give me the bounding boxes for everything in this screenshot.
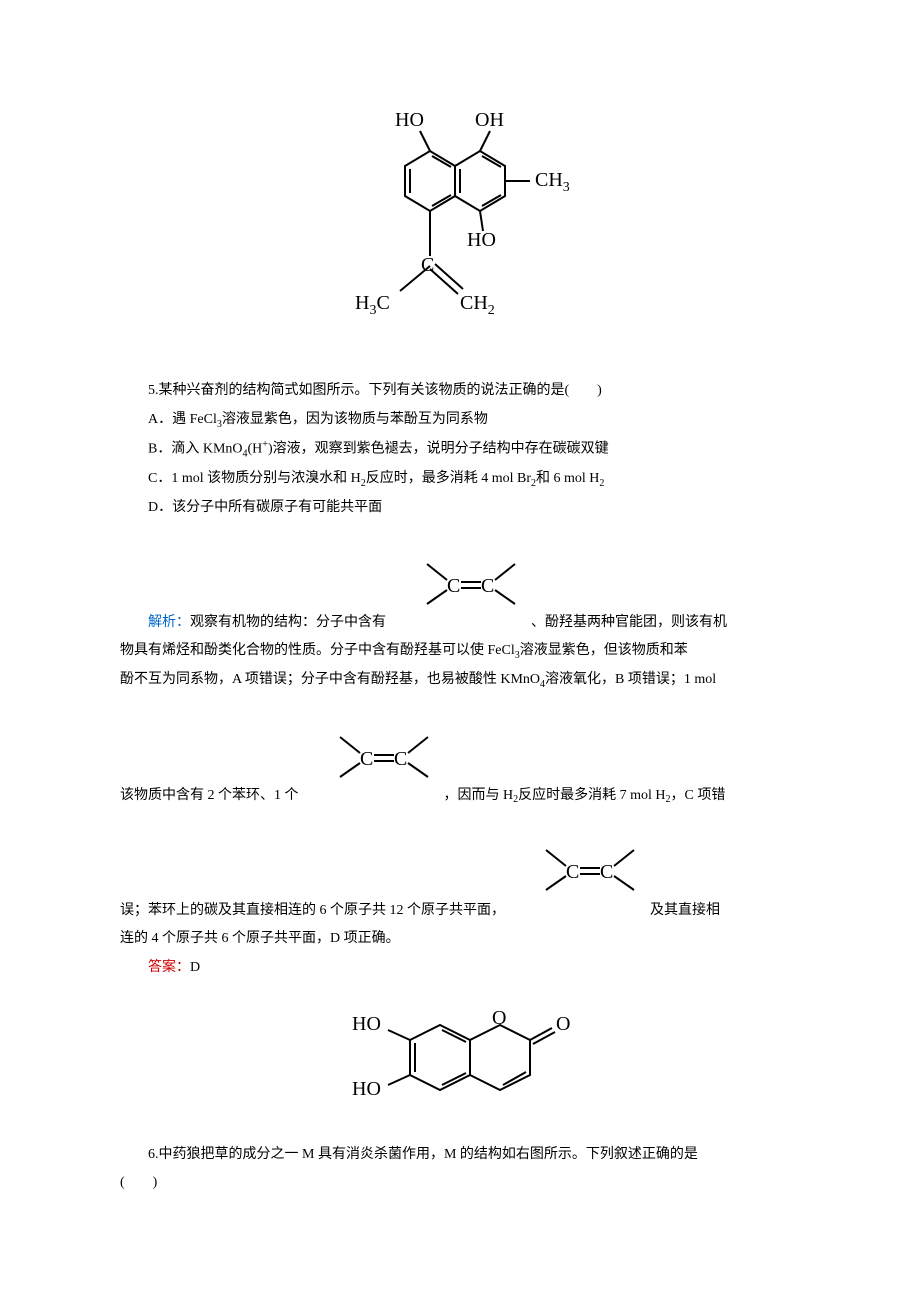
q6-stem: 6.中药狼把草的成分之一 M 具有消炎杀菌作用，M 的结构如右图所示。下列叙述正… bbox=[120, 1142, 800, 1169]
q5-option-b: B．滴入 KMnO4(H+)溶液，观察到紫色褪去，说明分子结构中存在碳碳双键 bbox=[120, 435, 800, 463]
cc-double-bond-icon: C C bbox=[301, 702, 442, 815]
svg-text:C: C bbox=[600, 861, 613, 883]
svg-text:C: C bbox=[566, 861, 579, 883]
label-oh: OH bbox=[475, 109, 504, 131]
q5-option-a: A．遇 FeCl3溶液显紫色，因为该物质与苯酚互为同系物 bbox=[120, 407, 800, 434]
q5-analysis-line4: 该物质中含有 2 个苯环、1 个 C C ，因而与 H2反应时最多消耗 7 mo… bbox=[120, 696, 800, 809]
svg-text:C: C bbox=[447, 575, 460, 597]
q5-analysis-line6: 连的 4 个原子共 6 个原子共平面，D 项正确。 bbox=[120, 926, 800, 953]
q5-analysis-line5: 误；苯环上的碳及其直接相连的 6 个原子共 12 个原子共平面， C C 及其直… bbox=[120, 811, 800, 924]
svg-text:C: C bbox=[360, 748, 373, 770]
label-o-ring: O bbox=[492, 1007, 506, 1029]
q5-analysis-line2: 物具有烯烃和酚类化合物的性质。分子中含有酚羟基可以使 FeCl3溶液显紫色，但该… bbox=[120, 638, 800, 665]
q5-number: 5. bbox=[148, 383, 159, 398]
svg-text:C: C bbox=[394, 748, 407, 770]
label-c: C bbox=[421, 254, 434, 276]
q5-answer: 答案：D bbox=[120, 955, 800, 982]
label-ho-2: HO bbox=[467, 229, 496, 251]
q6-number: 6. bbox=[148, 1147, 159, 1162]
label-o-keto: O bbox=[556, 1013, 570, 1035]
q6-structure-svg: HO HO O O bbox=[330, 1000, 590, 1130]
cc-double-bond-icon: C C bbox=[507, 815, 648, 928]
label-ho-bot: HO bbox=[352, 1078, 381, 1100]
analysis-label: 解析： bbox=[148, 610, 190, 637]
q5-stem: 5.某种兴奋剂的结构简式如图所示。下列有关该物质的说法正确的是( ) bbox=[120, 378, 800, 405]
label-h3c: H3C bbox=[355, 292, 390, 318]
q5-structure-svg: HO OH CH3 HO C H3C CH2 bbox=[335, 96, 585, 366]
label-ho-top: HO bbox=[352, 1013, 381, 1035]
q5-option-c: C．1 mol 该物质分别与浓溴水和 H2反应时，最多消耗 4 mol Br2和… bbox=[120, 466, 800, 493]
answer-label: 答案： bbox=[148, 960, 190, 975]
q5-analysis-line1: 解析： 观察有机物的结构：分子中含有 C C 、酚羟基两种官能团，则该有机 bbox=[120, 523, 800, 636]
label-ch2: CH2 bbox=[460, 292, 495, 318]
q5-analysis-line3: 酚不互为同系物，A 项错误；分子中含有酚羟基，也易被酸性 KMnO4溶液氧化，B… bbox=[120, 667, 800, 694]
svg-text:C: C bbox=[481, 575, 494, 597]
label-ch3: CH3 bbox=[535, 169, 570, 195]
cc-double-bond-icon: C C bbox=[388, 529, 529, 642]
q6-structure-figure: HO HO O O bbox=[120, 1000, 800, 1130]
q5-structure-figure: HO OH CH3 HO C H3C CH2 bbox=[120, 96, 800, 366]
q6-paren: ( ) bbox=[120, 1170, 800, 1197]
q5-option-d: D．该分子中所有碳原子有可能共平面 bbox=[120, 495, 800, 522]
label-ho-1: HO bbox=[395, 109, 424, 131]
